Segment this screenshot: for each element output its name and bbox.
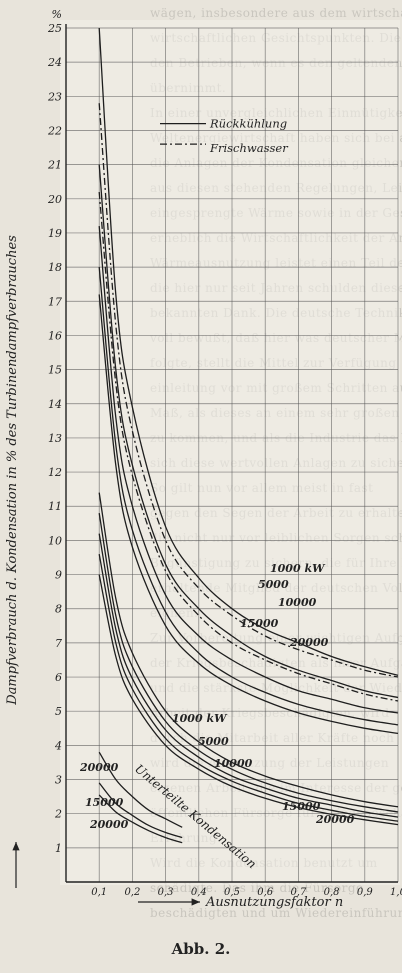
x-tick-label: 0,2 (124, 887, 140, 898)
figure-caption: Abb. 2. (171, 940, 231, 958)
y-tick-label: 4 (54, 739, 62, 752)
y-tick-label: 6 (55, 671, 62, 684)
y-tick-label: 24 (47, 56, 62, 69)
axes: 1234567891011121314151617181920212223242… (5, 8, 402, 910)
x-tick-label: 0,8 (324, 887, 340, 898)
y-tick-label: 11 (48, 500, 62, 513)
legend: Rückkühlung Frischwasser (160, 117, 289, 155)
y-tick-label: 20 (47, 193, 62, 206)
series-line-upper-5000 (98, 164, 399, 699)
y-tick-label: 1 (55, 842, 62, 855)
x-tick-label: 0,9 (357, 887, 374, 898)
curve-label-lower-1000kw: 1000 kW (172, 712, 228, 725)
y-tick-label: 22 (47, 124, 62, 137)
y-tick-label: 18 (48, 261, 62, 274)
series-line-lower-20000 (98, 574, 399, 826)
series-line-upper-10000 (98, 226, 399, 714)
x-tick-label: 0,6 (257, 887, 274, 898)
y-tick-label: 10 (48, 534, 62, 547)
y-axis-label: Dampfverbrauch d. Kondensation in % des … (5, 235, 20, 706)
curve-label-lower-20000: 20000 (315, 813, 355, 826)
curve-label-upper-1000kw: 1000 kW (270, 562, 326, 575)
y-tick-label: 7 (55, 637, 62, 650)
y-tick-label: 19 (48, 227, 62, 240)
y-tick-label: 8 (55, 603, 62, 616)
series-line-lower-5000 (98, 512, 399, 813)
y-tick-label: 21 (47, 159, 62, 172)
y-tick-label: 3 (55, 774, 62, 787)
y-tick-label: 12 (48, 466, 62, 479)
series-line-unterteilt-20000 (98, 794, 183, 844)
curve-label-lower-5000: 5000 (198, 735, 229, 748)
series-line-upper-5000 (98, 191, 399, 702)
series-line-upper-20000 (98, 294, 399, 735)
curve-label-unterteilt-15000: 15000 (85, 796, 124, 809)
y-tick-label: 23 (47, 90, 62, 103)
y-tick-label: 17 (48, 295, 62, 308)
series-line-upper-1000kw (98, 27, 399, 676)
y-tick-label: 15 (48, 364, 62, 377)
y-tick-label: 25 (47, 22, 62, 35)
series-line-unterteilt-15000 (98, 782, 183, 839)
curve-label-upper-15000: 15000 (240, 617, 279, 630)
x-axis-label: Ausnutzungsfaktor n (205, 895, 343, 910)
curve-label-unterteilt-20000: 20000 (89, 818, 129, 831)
series-line-lower-10000 (98, 533, 399, 818)
y-tick-label: 13 (48, 432, 62, 445)
grid (66, 27, 399, 883)
curve-label-unterteilt-20000: 20000 (79, 761, 119, 774)
legend-label-rueckkuehlung: Rückkühlung (209, 117, 287, 131)
series-group (98, 27, 399, 844)
legend-label-frischwasser: Frischwasser (209, 141, 289, 155)
x-tick-label: 0,5 (224, 887, 240, 898)
x-tick-label: 0,3 (158, 887, 174, 898)
series-line-lower-15000 (98, 553, 399, 822)
curve-label-upper-10000: 10000 (278, 596, 317, 609)
y-tick-label: 16 (48, 329, 62, 342)
x-tick-label: 0,4 (191, 887, 207, 898)
y-tick-label: 5 (55, 705, 62, 718)
y-unit-label: % (52, 8, 62, 21)
series-line-lower-1000kw (98, 492, 399, 808)
x-tick-label: 1,0 (390, 887, 402, 898)
series-line-unterteilt-20000 (98, 751, 183, 828)
curve-label-upper-5000: 5000 (258, 578, 289, 591)
series-line-upper-15000 (98, 267, 399, 726)
x-tick-label: 0,7 (290, 887, 307, 898)
y-tick-label: 9 (55, 569, 62, 582)
x-tick-label: 0,1 (91, 887, 107, 898)
y-tick-label: 14 (48, 398, 62, 411)
y-tick-label: 2 (54, 808, 62, 821)
series-line-upper-1000kw (98, 103, 399, 678)
curve-label-upper-20000: 20000 (289, 636, 329, 649)
curve-label-lower-10000: 10000 (214, 757, 253, 770)
curve-label-lower-15000: 15000 (282, 800, 321, 813)
